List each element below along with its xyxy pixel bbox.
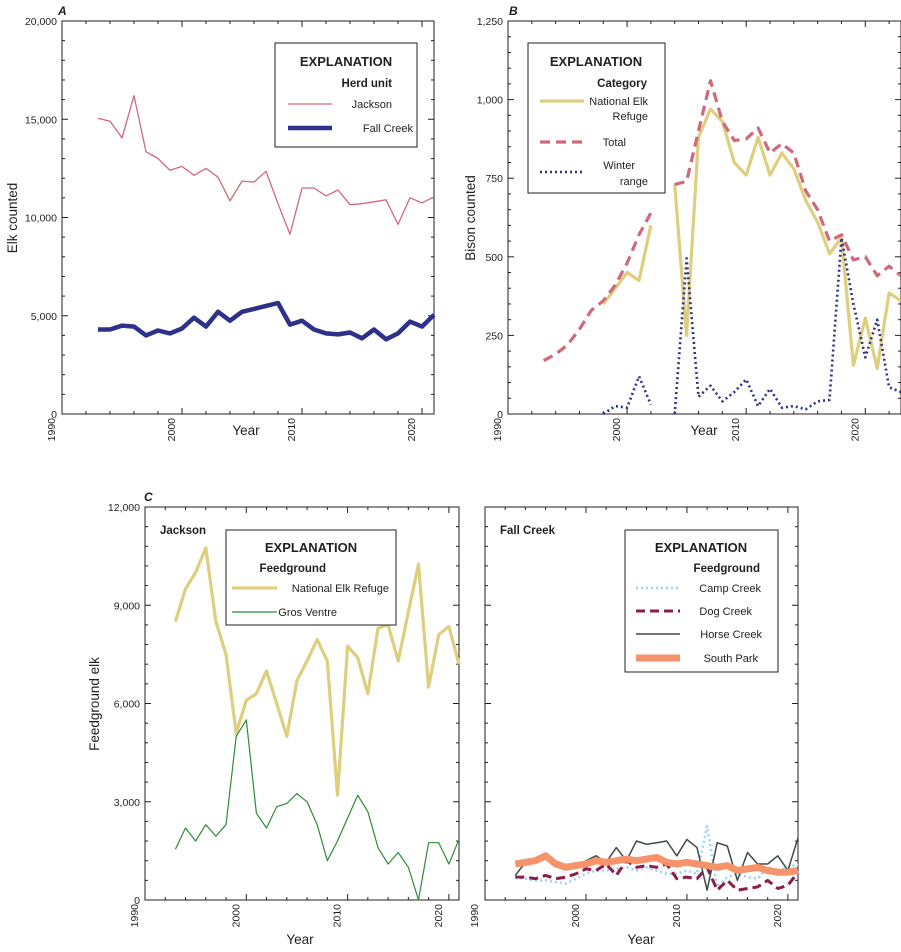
panel-c-jackson-legend-box	[225, 529, 397, 626]
series-line-dog-creek	[515, 859, 800, 892]
panel-b-frame	[507, 20, 901, 415]
panel-b-ytick-label: 750	[485, 173, 503, 185]
panel-c-jackson-xtick-label: 2000	[230, 904, 242, 928]
legend-label-winter-range-line2: range	[620, 176, 648, 188]
panel-a-ytick-label: 5,000	[31, 311, 57, 323]
panel-c-jackson-xtick-label: 2020	[433, 904, 445, 928]
panel-b-xtick-label: 2000	[611, 418, 623, 442]
panel-c-jackson-ytick-label: 0	[134, 895, 140, 907]
panel-a-ytick-label: 10,000	[25, 213, 57, 225]
panel-c-fall-creek-legend: EXPLANATION Feedground Camp Creek Dog Cr…	[624, 529, 779, 673]
panel-a: A 1990 2000 2010 2020 0 5,000 10,000 15,000 20,0…	[5, 4, 436, 441]
series-line-camp-creek	[515, 824, 799, 889]
panel-c-jackson: C Jackson 1990 2000 2010 2020 0 3,000 6,000 9,0…	[87, 490, 461, 947]
panel-b-ytick-label: 0	[497, 409, 503, 421]
panel-b-xlabel: Year	[690, 423, 718, 438]
panel-a-legend-title: EXPLANATION	[300, 54, 392, 69]
panel-a-ytick-label: 20,000	[25, 16, 57, 28]
panel-b-legend-subtitle: Category	[597, 78, 647, 90]
series-line-jackson	[97, 95, 435, 235]
panel-c-fall-creek-legend-title: EXPLANATION	[655, 540, 747, 555]
series-line-gros-ventre	[174, 719, 460, 901]
panel-b-ytick-label: 250	[485, 330, 503, 342]
panel-c-jackson-legend: EXPLANATION Feedground National Elk Refu…	[225, 529, 397, 626]
series-line-winter-range	[602, 374, 653, 416]
series-line-national-elk-refuge	[673, 107, 901, 370]
legend-label-gros-ventre: Gros Ventre	[278, 607, 337, 619]
panel-b-xtick-label: 2010	[730, 418, 742, 442]
series-line-winter-range	[673, 236, 901, 415]
panel-a-xtick-label: 2010	[286, 418, 298, 442]
panel-a-letter: A	[57, 4, 67, 18]
panel-c-fall-creek-xtick-label: 2010	[671, 904, 683, 928]
panel-c-jackson-xtick-label: 1990	[129, 904, 141, 928]
panel-c-letter: C	[144, 490, 153, 504]
panel-c-fall-creek-legend-box	[624, 529, 779, 673]
panel-b-series	[542, 79, 901, 416]
legend-label-national-elk-refuge-b-line1: National Elk	[589, 96, 648, 108]
panel-a-series	[97, 95, 436, 342]
panel-c-jackson-xtick-label: 2010	[332, 904, 344, 928]
panel-c-ylabel: Feedground elk	[87, 657, 102, 751]
panel-c-fall-creek-xlabel: Year	[627, 932, 655, 947]
panel-b-legend-title: EXPLANATION	[550, 54, 642, 69]
panel-b-ylabel: Bison counted	[463, 175, 478, 261]
panel-c-jackson-ytick-label: 3,000	[114, 797, 140, 809]
series-line-south-park	[514, 852, 799, 876]
panel-c-jackson-title: Jackson	[160, 525, 206, 537]
panel-b-axes: 1990 2000 2010 2020 0 250 500 750 1,000 1,250	[477, 16, 901, 441]
legend-label-national-elk-refuge-c: National Elk Refuge	[292, 583, 389, 595]
series-line-national-elk-refuge	[602, 225, 653, 305]
legend-label-horse-creek: Horse Creek	[700, 629, 762, 641]
panel-b-xtick-label: 2020	[849, 418, 861, 442]
legend-label-dog-creek: Dog Creek	[699, 606, 752, 618]
panel-c-jackson-legend-subtitle: Feedground	[260, 563, 326, 575]
legend-label-camp-creek: Camp Creek	[699, 583, 761, 595]
panel-a-ytick-label: 0	[51, 409, 57, 421]
panel-a-legend: EXPLANATION Herd unit Jackson Fall Creek	[274, 42, 418, 148]
panel-a-legend-subtitle: Herd unit	[342, 78, 393, 90]
panel-a-axes: 1990 2000 2010 2020 0 5,000 10,000 15,000 20,000	[25, 16, 434, 441]
panel-c-fall-creek-axes: 1990 2000 2010 2020	[469, 506, 798, 928]
panel-a-xlabel: Year	[232, 423, 260, 438]
panel-c-fall-creek-xtick-label: 1990	[469, 904, 481, 928]
panel-b-legend: EXPLANATION Category National Elk Refuge…	[527, 42, 666, 194]
panel-c-fall-creek-legend-subtitle: Feedground	[694, 563, 760, 575]
panel-b-ytick-label: 500	[485, 252, 503, 264]
panel-b-legend-box	[527, 42, 666, 194]
panel-c-fall-creek-xtick-label: 2000	[570, 904, 582, 928]
panel-b-letter: B	[509, 4, 518, 18]
panel-a-xtick-label: 2000	[166, 418, 178, 442]
panel-b-xtick-label: 1990	[492, 418, 504, 442]
panel-b-ytick-label: 1,000	[477, 95, 503, 107]
panel-c-fall-creek-xtick-label: 2020	[772, 904, 784, 928]
panel-c-jackson-ytick-label: 12,000	[108, 502, 140, 514]
panel-a-ylabel: Elk counted	[5, 183, 20, 254]
legend-label-total: Total	[603, 137, 626, 149]
panel-c-fall-creek-series	[514, 824, 800, 892]
legend-label-fall-creek: Fall Creek	[363, 123, 414, 135]
series-line-fall-creek	[98, 300, 436, 342]
legend-label-winter-range-line1: Winter	[603, 160, 635, 172]
panel-b-ytick-label: 1,250	[477, 16, 503, 28]
panel-c-fall-creek: Fall Creek 1990 2000 2010 2020 EXPLANATION …	[469, 506, 800, 947]
legend-label-jackson: Jackson	[352, 99, 392, 111]
series-line-total	[542, 212, 653, 363]
panel-c-fall-creek-title: Fall Creek	[500, 525, 556, 537]
series-line-total	[674, 79, 901, 278]
panel-c-jackson-series	[173, 546, 461, 901]
panel-c-jackson-legend-title: EXPLANATION	[265, 540, 357, 555]
series-line-national-elk-refuge	[173, 546, 461, 797]
legend-label-national-elk-refuge-b-line2: Refuge	[613, 111, 648, 123]
panel-a-ytick-label: 15,000	[25, 114, 57, 126]
panel-c-jackson-ytick-label: 6,000	[114, 699, 140, 711]
legend-label-south-park: South Park	[704, 653, 759, 665]
panel-c-jackson-xlabel: Year	[286, 932, 314, 947]
panel-c-jackson-ytick-label: 9,000	[114, 600, 140, 612]
panel-c-jackson-axes: 1990 2000 2010 2020 0 3,000 6,000 9,000 12,000	[108, 502, 459, 927]
panel-a-xtick-label: 1990	[46, 418, 58, 442]
panel-b: B 1990 2000 2010 2020 0 250 500 750 1,000 1,250 E…	[463, 4, 901, 441]
panel-a-xtick-label: 2020	[406, 418, 418, 442]
